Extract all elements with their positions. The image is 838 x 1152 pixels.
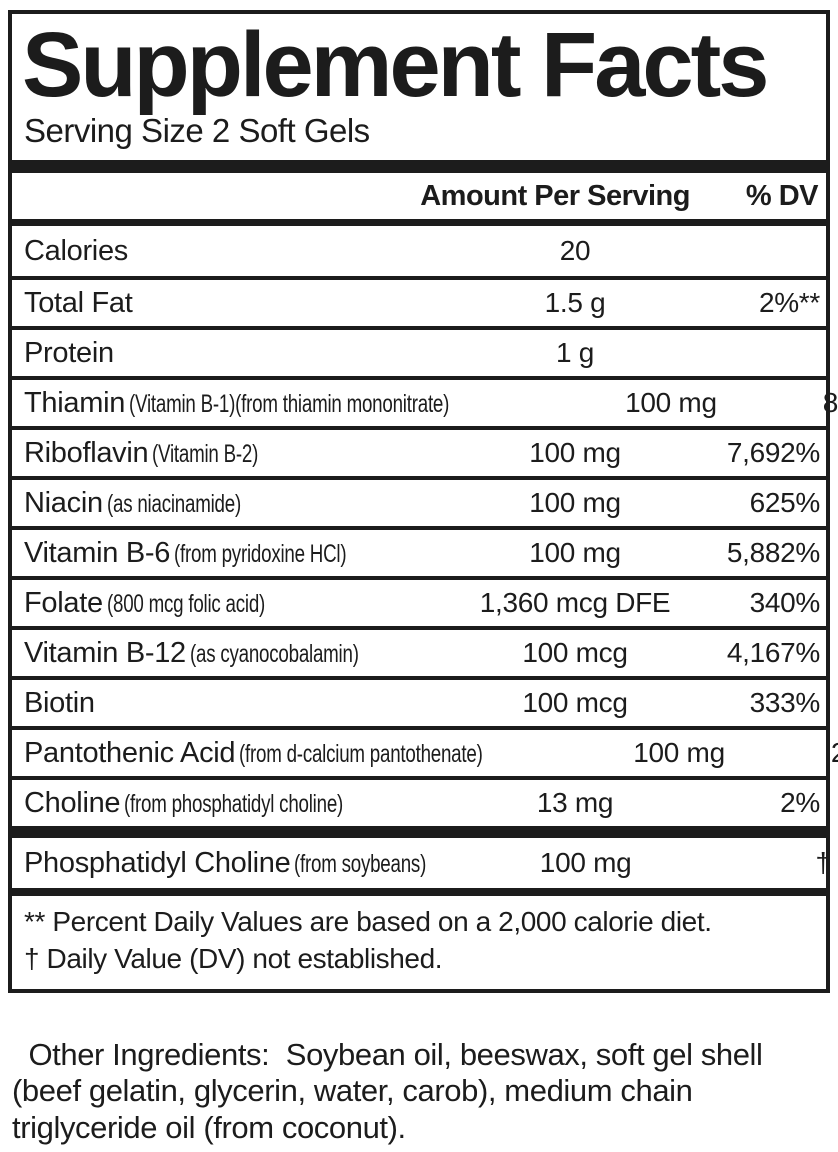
nutrient-note: (from pyridoxine HCl)	[174, 539, 347, 568]
nutrient-amount: 100 mg	[529, 537, 621, 569]
nutrient-name: Total Fat	[24, 286, 133, 319]
nutrient-amount: 20	[559, 235, 591, 267]
nutrient-note: (800 mcg folic acid)	[106, 589, 265, 618]
nutrient-amount: 1.5 g	[544, 287, 606, 319]
nutrient-name: Vitamin B-12 (as cyanocobalamin)	[24, 636, 359, 669]
table-row-phosphatidyl-choline: Phosphatidyl Choline (from soybeans) 100 …	[12, 838, 831, 888]
table-row: Pantothenic Acid (from d-calcium pantothe…	[12, 726, 838, 776]
nutrient-name: Niacin (as niacinamide)	[24, 486, 241, 519]
column-header-row: Amount Per Serving % DV	[12, 173, 826, 219]
divider-header	[12, 219, 826, 227]
nutrient-amount: 100 mcg	[522, 637, 628, 669]
nutrient-note: (from d-calcium pantothenate)	[239, 739, 483, 768]
nutrient-name: Protein	[24, 336, 114, 369]
serving-size: Serving Size 2 Soft Gels	[24, 112, 370, 150]
divider-thick-bottom	[12, 888, 826, 897]
nutrient-note: (from soybeans)	[294, 849, 427, 878]
nutrient-dv: 2,000%	[794, 737, 838, 769]
nutrient-amount: 100 mg	[529, 437, 621, 469]
page-title: Supplement Facts	[22, 14, 769, 116]
nutrient-name: Folate (800 mcg folic acid)	[24, 586, 265, 619]
table-row: Thiamin (Vitamin B-1)(from thiamin mononi…	[12, 376, 838, 426]
nutrient-note: (Vitamin B-2)	[152, 439, 259, 468]
nutrient-name: Choline (from phosphatidyl choline)	[24, 786, 344, 819]
table-row: Calories 20	[12, 226, 826, 276]
nutrient-dv: 4,167%	[726, 637, 820, 669]
divider-thick-top	[12, 160, 826, 174]
nutrient-note: (Vitamin B-1)(from thiamin mononitrate)	[129, 389, 450, 418]
nutrient-dv: 333%	[749, 687, 821, 719]
table-row: Vitamin B-12 (as cyanocobalamin) 100 mcg …	[12, 626, 826, 676]
nutrient-dv: 2%	[780, 787, 820, 819]
product-code: 2073-4b	[700, 1149, 798, 1152]
nutrient-dv: 5,882%	[726, 537, 820, 569]
nutrient-amount: 100 mg	[529, 487, 621, 519]
table-row: Vitamin B-6 (from pyridoxine HCl) 100 mg …	[12, 526, 826, 576]
column-header-dv: % DV	[745, 179, 819, 212]
nutrient-name: Calories	[24, 234, 128, 267]
nutrient-amount: 100 mg	[633, 737, 725, 769]
nutrient-dv: 8,333%	[822, 387, 838, 419]
nutrient-dv: 625%	[749, 487, 821, 519]
nutrient-amount: 100 mcg	[522, 687, 628, 719]
nutrient-dv: 7,692%	[726, 437, 820, 469]
nutrient-name: Biotin	[24, 686, 95, 719]
nutrient-amount: 100 mg	[625, 387, 717, 419]
table-row: Niacin (as niacinamide) 100 mg 625%	[12, 476, 826, 526]
footnote-percent-dv: ** Percent Daily Values are based on a 2…	[24, 906, 712, 938]
nutrient-amount: 1 g	[555, 337, 595, 369]
nutrient-name: Riboflavin (Vitamin B-2)	[24, 436, 259, 469]
nutrient-dv: 340%	[749, 587, 821, 619]
nutrient-table: Calories 20 Total Fat 1.5 g 2%** Protein…	[12, 226, 838, 826]
table-row: Biotin 100 mcg 333%	[12, 676, 826, 726]
nutrient-note: (as cyanocobalamin)	[189, 639, 359, 668]
nutrient-note: (from phosphatidyl choline)	[124, 789, 344, 818]
nutrient-dv: 2%**	[758, 287, 820, 319]
nutrient-amount: 13 mg	[536, 787, 614, 819]
footnote-dagger: † Daily Value (DV) not established.	[24, 942, 443, 974]
footnotes: ** Percent Daily Values are based on a 2…	[12, 896, 826, 989]
nutrient-note: (as niacinamide)	[106, 489, 241, 518]
nutrient-name: Pantothenic Acid (from d-calcium pantothe…	[24, 736, 483, 769]
divider-thick-mid	[12, 826, 826, 839]
table-row: Choline (from phosphatidyl choline) 13 mg…	[12, 776, 826, 826]
nutrient-dv: †	[815, 847, 831, 879]
nutrient-name: Thiamin (Vitamin B-1)(from thiamin mononi…	[24, 386, 450, 419]
supplement-facts-panel: Supplement Facts Serving Size 2 Soft Gel…	[8, 10, 838, 993]
nutrient-name: Phosphatidyl Choline (from soybeans)	[24, 846, 427, 879]
nutrient-name: Vitamin B-6 (from pyridoxine HCl)	[24, 536, 347, 569]
column-header-amount: Amount Per Serving	[420, 179, 690, 212]
table-row: Riboflavin (Vitamin B-2) 100 mg 7,692%	[12, 426, 826, 476]
nutrient-amount: 1,360 mcg DFE	[479, 587, 671, 619]
table-row: Total Fat 1.5 g 2%**	[12, 276, 826, 326]
other-ingredients-text: Other Ingredients: Soybean oil, beeswax,…	[12, 1037, 771, 1145]
table-row: Folate (800 mcg folic acid) 1,360 mcg DFE…	[12, 576, 826, 626]
table-row: Protein 1 g	[12, 326, 826, 376]
other-ingredients: Other Ingredients: Soybean oil, beeswax,…	[12, 1001, 812, 1152]
nutrient-amount: 100 mg	[539, 847, 632, 879]
